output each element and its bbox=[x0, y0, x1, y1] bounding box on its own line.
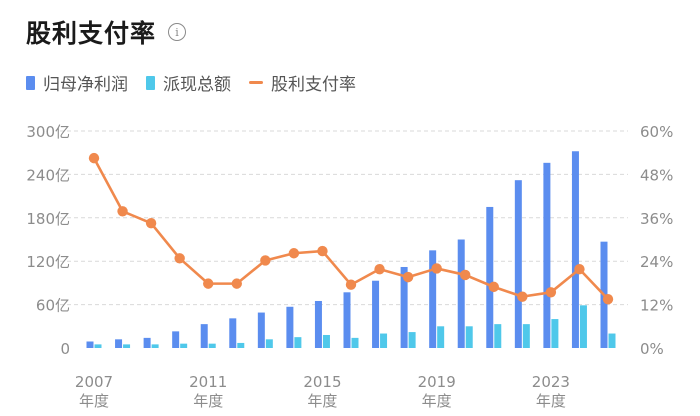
left-axis-tick-label: 300亿 bbox=[26, 123, 70, 141]
bar-net-profit bbox=[258, 313, 265, 348]
payout-ratio-point bbox=[403, 272, 413, 282]
right-axis-tick-label: 24% bbox=[640, 253, 673, 271]
payout-ratio-point bbox=[117, 206, 127, 216]
bar-dividend-total bbox=[551, 319, 558, 348]
x-axis-tick-suffix: 年度 bbox=[307, 392, 337, 410]
payout-ratio-point bbox=[317, 246, 327, 256]
bar-dividend-total bbox=[380, 334, 387, 348]
right-axis-tick-label: 0% bbox=[640, 340, 664, 358]
bar-dividend-total bbox=[180, 344, 187, 348]
bar-net-profit bbox=[458, 240, 465, 349]
payout-ratio-point bbox=[546, 287, 556, 297]
right-axis-tick-label: 60% bbox=[640, 123, 673, 141]
right-axis-tick-label: 48% bbox=[640, 166, 673, 184]
bar-net-profit bbox=[572, 151, 579, 348]
right-axis-tick-label: 36% bbox=[640, 210, 673, 228]
bar-dividend-total bbox=[609, 334, 616, 348]
payout-ratio-point bbox=[346, 280, 356, 290]
bar-dividend-total bbox=[494, 324, 501, 348]
right-axis-tick-label: 12% bbox=[640, 297, 673, 315]
bar-net-profit bbox=[115, 339, 122, 348]
bar-net-profit bbox=[87, 341, 94, 348]
bar-net-profit bbox=[201, 324, 208, 348]
left-axis-tick-label: 180亿 bbox=[26, 210, 70, 228]
bar-net-profit bbox=[315, 301, 322, 348]
x-axis-tick-label: 2007 bbox=[75, 373, 113, 391]
bar-dividend-total bbox=[523, 324, 530, 348]
payout-ratio-point bbox=[89, 153, 99, 163]
bar-dividend-total bbox=[237, 343, 244, 348]
bar-dividend-total bbox=[152, 344, 159, 348]
bar-dividend-total bbox=[409, 332, 416, 348]
x-axis-tick-label: 2015 bbox=[303, 373, 341, 391]
x-axis-tick-suffix: 年度 bbox=[536, 392, 566, 410]
bar-net-profit bbox=[286, 307, 293, 348]
bar-net-profit bbox=[515, 180, 522, 348]
left-axis-tick-label: 120亿 bbox=[26, 253, 70, 271]
payout-ratio-point bbox=[146, 218, 156, 228]
bar-net-profit bbox=[543, 163, 550, 348]
payout-ratio-point bbox=[203, 278, 213, 288]
bar-dividend-total bbox=[466, 326, 473, 348]
x-axis-tick-label: 2019 bbox=[418, 373, 456, 391]
bar-net-profit bbox=[486, 207, 493, 348]
bar-net-profit bbox=[172, 331, 179, 348]
payout-ratio-point bbox=[174, 253, 184, 263]
left-axis-tick-label: 0 bbox=[60, 340, 70, 358]
x-axis-tick-label: 2011 bbox=[189, 373, 227, 391]
bar-dividend-total bbox=[352, 338, 359, 348]
payout-ratio-point bbox=[374, 264, 384, 274]
payout-ratio-point bbox=[289, 248, 299, 258]
bar-dividend-total bbox=[437, 326, 444, 348]
x-axis-tick-label: 2023 bbox=[532, 373, 570, 391]
left-axis-tick-label: 60亿 bbox=[36, 297, 70, 315]
payout-ratio-line bbox=[94, 158, 608, 299]
bar-dividend-total bbox=[209, 344, 216, 348]
bar-net-profit bbox=[372, 281, 379, 348]
bar-dividend-total bbox=[294, 337, 301, 348]
x-axis-tick-suffix: 年度 bbox=[79, 392, 109, 410]
payout-ratio-point bbox=[603, 294, 613, 304]
bar-dividend-total bbox=[266, 339, 273, 348]
payout-ratio-point bbox=[489, 282, 499, 292]
payout-ratio-point bbox=[460, 270, 470, 280]
left-axis-tick-label: 240亿 bbox=[26, 166, 70, 184]
bar-dividend-total bbox=[123, 344, 130, 348]
payout-ratio-point bbox=[431, 263, 441, 273]
bar-net-profit bbox=[229, 318, 236, 348]
payout-ratio-point bbox=[574, 264, 584, 274]
payout-ratio-point bbox=[517, 291, 527, 301]
bar-dividend-total bbox=[323, 335, 330, 348]
x-axis-tick-suffix: 年度 bbox=[422, 392, 452, 410]
x-axis-tick-suffix: 年度 bbox=[193, 392, 223, 410]
bar-net-profit bbox=[144, 338, 151, 348]
payout-ratio-point bbox=[232, 278, 242, 288]
bar-dividend-total bbox=[580, 305, 587, 348]
bar-dividend-total bbox=[95, 344, 102, 348]
bar-net-profit bbox=[344, 292, 351, 348]
payout-ratio-point bbox=[260, 255, 270, 265]
